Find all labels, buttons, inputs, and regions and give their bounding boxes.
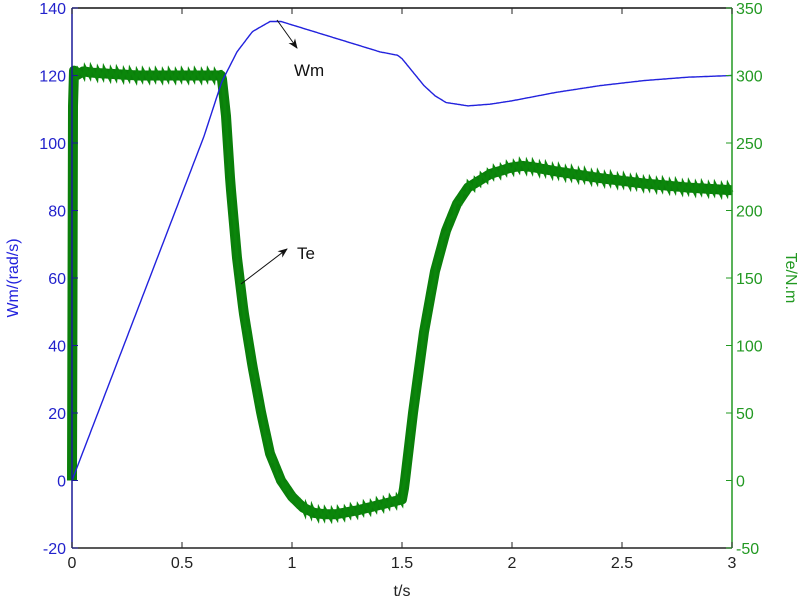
left-tick-label: 40	[48, 339, 66, 356]
right-tick-label: 50	[736, 406, 754, 423]
left-tick-label: 60	[48, 271, 66, 288]
annotations: Wm Te	[240, 19, 324, 285]
left-tick-label: -20	[43, 541, 66, 558]
wm-annotation-label: Wm	[294, 61, 324, 80]
right-tick-label: 200	[736, 204, 763, 221]
te-noise	[72, 61, 734, 525]
wm-series	[71, 20, 732, 481]
te-band	[67, 65, 736, 520]
x-tick-label: 2	[508, 555, 517, 572]
x-tick-label: 0	[68, 555, 77, 572]
left-tick-label: 100	[39, 136, 66, 153]
right-tick-label: 0	[736, 474, 745, 491]
wm-line	[71, 20, 732, 481]
right-tick-label: -50	[736, 541, 759, 558]
te-annotation-label: Te	[297, 244, 315, 263]
x-tick-label: 2.5	[611, 555, 633, 572]
x-tick-label: 0.5	[171, 555, 193, 572]
axes: 0 0.5 1 1.5 2 2.5 3-20020406080100120140-50050…	[39, 1, 763, 572]
right-axis-title: Te/N.m	[782, 253, 799, 304]
x-tick-label: 1	[288, 555, 297, 572]
left-tick-label: 80	[48, 204, 66, 221]
left-tick-label: 140	[39, 1, 66, 18]
te-arrow	[240, 248, 288, 285]
left-tick-label: 120	[39, 69, 66, 86]
right-tick-label: 350	[736, 1, 763, 18]
te-series	[67, 61, 736, 525]
x-axis-title: t/s	[394, 583, 411, 600]
right-tick-label: 100	[736, 339, 763, 356]
wm-arrow	[276, 19, 298, 49]
right-tick-label: 150	[736, 271, 763, 288]
x-tick-label: 3	[728, 555, 737, 572]
left-tick-label: 20	[48, 406, 66, 423]
right-tick-label: 250	[736, 136, 763, 153]
left-tick-label: 0	[57, 474, 66, 491]
x-tick-label: 1.5	[391, 555, 413, 572]
right-tick-label: 300	[736, 69, 763, 86]
left-axis-title: Wm/(rad/s)	[5, 238, 22, 317]
